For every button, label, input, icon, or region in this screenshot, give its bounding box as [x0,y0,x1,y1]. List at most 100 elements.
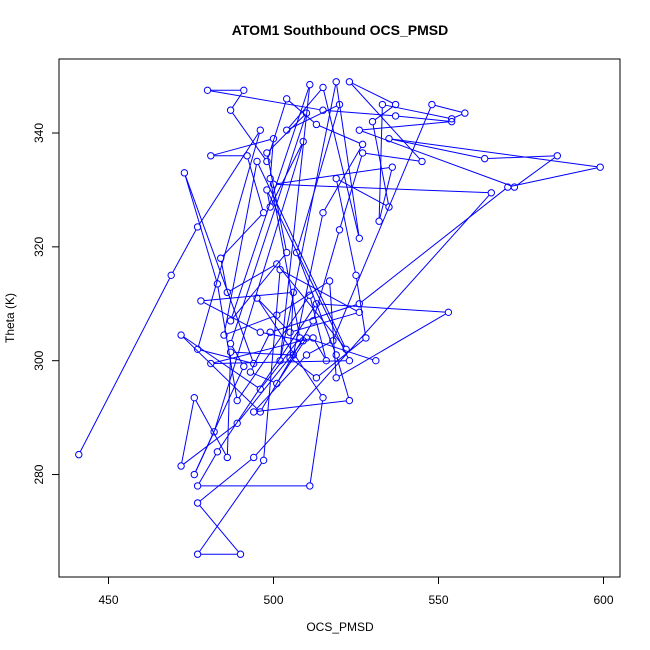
series-segment [379,170,393,219]
series-segment [324,146,362,211]
y-tick-label: 280 [32,464,46,484]
series-segment [288,89,322,129]
data-point [226,106,235,114]
data-point [332,374,340,382]
data-point [553,152,561,160]
data-point [250,453,258,462]
data-point [269,134,278,143]
data-point [358,140,367,149]
series-segment [232,112,266,160]
data-point [345,356,354,365]
data-point [325,277,334,285]
data-point [319,393,327,402]
data-point [312,300,321,308]
data-point [306,80,314,89]
series-segment [279,87,310,358]
data-point [428,100,436,109]
chart-title: ATOM1 Southbound OCS_PMSD [232,22,448,38]
series-segment [338,179,387,206]
series-segment [280,84,337,358]
series-segment [231,346,243,364]
data-point [332,351,340,359]
data-point [504,183,512,191]
data-point [292,248,301,257]
series-segment [226,315,274,335]
series-segment [323,90,360,236]
x-tick-label: 600 [593,593,613,607]
y-tick-label: 320 [32,237,46,257]
data-point [302,334,311,342]
data-point [335,100,344,109]
series-segment [183,424,235,465]
data-point [276,356,284,365]
data-point [269,180,278,188]
data-point [167,271,175,280]
data-point [312,374,321,382]
series-segment [267,192,271,204]
data-point [332,174,340,183]
data-point [220,331,228,339]
series-segment [361,188,506,303]
data-point [266,328,274,336]
series-segment [197,133,260,347]
series-segment [213,360,347,364]
data-point [213,448,222,456]
series-segment [293,215,323,352]
data-point [289,288,297,297]
series-segment [276,183,489,194]
series-segment [279,282,328,314]
data-point [250,359,258,368]
y-axis-label: Theta (K) [3,293,17,343]
y-tick-label: 300 [32,350,46,370]
data-point [319,208,327,217]
data-point [299,137,307,146]
data-point [263,149,271,157]
plot-area-frame [58,58,621,578]
series-segment [220,261,228,290]
series-segment [362,130,512,187]
series-segment [226,355,231,455]
series-segment [392,138,598,168]
data-point [180,169,189,177]
series-segment [203,301,258,332]
series-segment [398,115,449,122]
data-point [306,482,314,490]
series-segment [309,400,324,483]
series-segment [258,300,322,396]
series-segment [195,400,227,455]
data-point [302,109,311,117]
series-segment [255,194,490,456]
series-segment [251,334,270,370]
series-segment [289,105,337,130]
data-point [233,396,241,405]
data-point [203,86,212,95]
data-point [276,265,284,274]
series-segment [198,132,259,225]
data-point [223,288,232,297]
data-point [193,223,202,231]
data-point [283,95,291,103]
data-point [388,163,396,171]
data-point [246,368,255,376]
data-point [256,328,264,336]
data-point [193,345,202,354]
series-segment [282,270,357,312]
data-point [355,126,363,134]
data-point [319,106,327,114]
data-point [217,254,225,262]
data-point [177,462,185,470]
data-point [355,300,363,308]
data-point [391,100,400,109]
data-point [256,385,264,393]
data-point [448,117,456,126]
data-point [273,379,281,388]
data-point [273,311,281,319]
data-point [226,348,235,356]
data-point [358,149,367,157]
series-segment [365,152,419,162]
data-point [319,83,327,92]
series-segment [267,192,349,359]
series-segment [224,164,257,333]
data-point [448,115,456,123]
series-segment [172,229,197,273]
